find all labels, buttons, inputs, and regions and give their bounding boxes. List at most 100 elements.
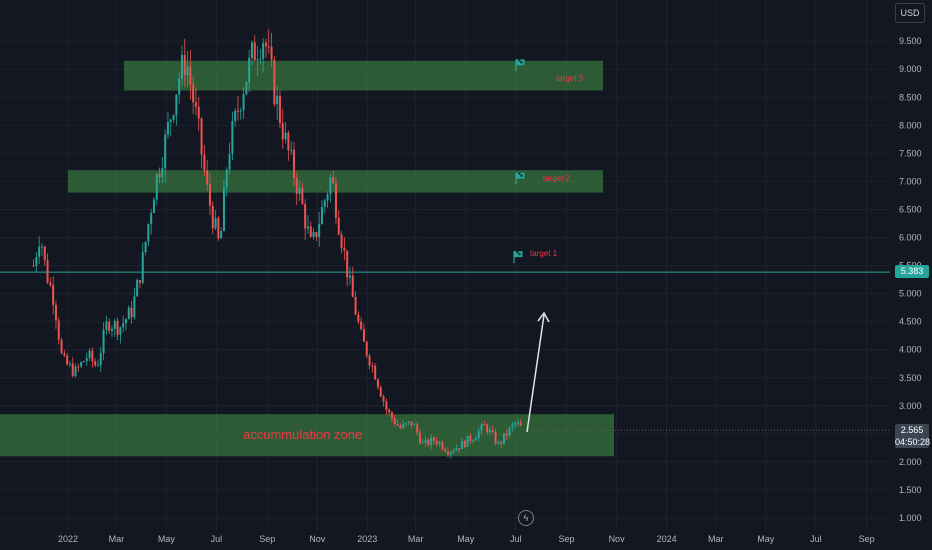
candle-body xyxy=(472,440,475,442)
candle-body xyxy=(404,423,407,425)
candle-body xyxy=(262,42,265,59)
candle-body xyxy=(416,424,419,433)
x-tick-label: Mar xyxy=(708,534,724,544)
candle-body xyxy=(362,329,365,342)
candle-body xyxy=(413,424,416,426)
candle-body xyxy=(357,314,360,322)
time-axis[interactable]: 2022 Mar May Jul Sep Nov 2023 Mar May Jul Sep Nov 20… xyxy=(58,534,875,544)
candle-body xyxy=(379,387,382,397)
target-flags xyxy=(513,59,525,264)
candle-body xyxy=(152,199,155,214)
candle-body xyxy=(474,438,477,441)
candle-body xyxy=(516,422,519,424)
candle-body xyxy=(211,205,214,229)
candle-body xyxy=(446,451,449,455)
candle-body xyxy=(438,442,441,444)
y-tick-label: 3.500 xyxy=(899,373,922,383)
x-tick-label: Sep xyxy=(259,534,275,544)
price-axis[interactable]: 9.500 9.000 8.500 8.000 7.500 7.000 6.500 6.000… xyxy=(899,36,922,523)
target-3-zone xyxy=(124,60,603,91)
candle-body xyxy=(348,275,351,278)
candle-body xyxy=(340,234,343,249)
candle-body xyxy=(264,42,267,47)
candle-body xyxy=(248,58,251,83)
target-1-label: target 1 xyxy=(530,249,558,258)
candle-body xyxy=(463,440,466,447)
candle-body xyxy=(116,320,119,335)
candle-body xyxy=(242,94,245,111)
candle-body xyxy=(332,177,335,184)
candle-body xyxy=(57,320,60,340)
x-tick-label: 2024 xyxy=(657,534,677,544)
candle-body xyxy=(298,187,301,194)
x-tick-label: Nov xyxy=(309,534,326,544)
current-price-label: 2.565 04:50:28 xyxy=(895,424,930,448)
candle-body xyxy=(197,106,200,119)
candle-body xyxy=(147,224,150,242)
candle-body xyxy=(85,357,88,362)
candle-body xyxy=(427,439,430,446)
candle-body xyxy=(491,429,494,432)
candle-body xyxy=(511,424,514,428)
candle-body xyxy=(374,365,377,380)
x-tick-label: Mar xyxy=(109,534,125,544)
candle-body xyxy=(486,424,489,432)
candle-body xyxy=(287,132,290,151)
candle-body xyxy=(122,323,125,328)
candle-body xyxy=(35,256,38,266)
candle-body xyxy=(180,54,183,80)
x-tick-label: 2022 xyxy=(58,534,78,544)
candle-body xyxy=(418,432,421,444)
candle-body xyxy=(424,439,427,443)
candle-body xyxy=(360,321,363,330)
target-3-label: target 3 xyxy=(556,74,584,83)
candle-body xyxy=(343,248,346,251)
candle-body xyxy=(186,66,189,76)
candle-body xyxy=(110,328,113,331)
candlestick-series xyxy=(32,29,522,459)
candle-body xyxy=(449,451,452,455)
candle-body xyxy=(158,174,161,177)
candle-body xyxy=(200,118,203,155)
candle-body xyxy=(337,217,340,235)
candle-body xyxy=(306,226,309,229)
candle-body xyxy=(124,319,127,324)
candle-body xyxy=(455,448,458,451)
candle-body xyxy=(54,304,57,321)
candle-body xyxy=(410,421,413,426)
candle-body xyxy=(390,412,393,419)
candle-body xyxy=(477,430,480,439)
candle-body xyxy=(441,442,444,450)
candle-body xyxy=(318,224,321,237)
y-tick-label: 8.500 xyxy=(899,92,922,102)
candle-body xyxy=(494,431,497,444)
x-tick-label: 2023 xyxy=(357,534,377,544)
candle-body xyxy=(94,361,97,366)
candle-body xyxy=(273,59,276,105)
y-tick-label: 1.000 xyxy=(899,513,922,523)
candle-body xyxy=(508,427,511,436)
candle-body xyxy=(488,429,491,432)
zone-layer xyxy=(0,60,614,457)
candle-body xyxy=(354,296,357,315)
candle-body xyxy=(351,275,354,297)
candle-body xyxy=(32,265,35,267)
candle-body xyxy=(74,366,77,376)
candle-body xyxy=(91,350,94,362)
candle-body xyxy=(189,66,192,85)
candle-body xyxy=(239,110,242,112)
candle-body xyxy=(267,46,270,48)
candle-body xyxy=(77,366,80,368)
currency-button[interactable]: USD xyxy=(895,3,925,23)
candle-body xyxy=(505,433,508,436)
candle-body xyxy=(270,46,273,60)
y-tick-label: 8.000 xyxy=(899,120,922,130)
lightning-icon[interactable]: ϟ xyxy=(518,510,534,526)
candle-body xyxy=(295,177,298,194)
chart-grid xyxy=(0,0,890,530)
y-tick-label: 4.000 xyxy=(899,345,922,355)
candle-body xyxy=(514,422,517,425)
candle-body xyxy=(334,183,337,218)
candle-body xyxy=(256,59,259,61)
